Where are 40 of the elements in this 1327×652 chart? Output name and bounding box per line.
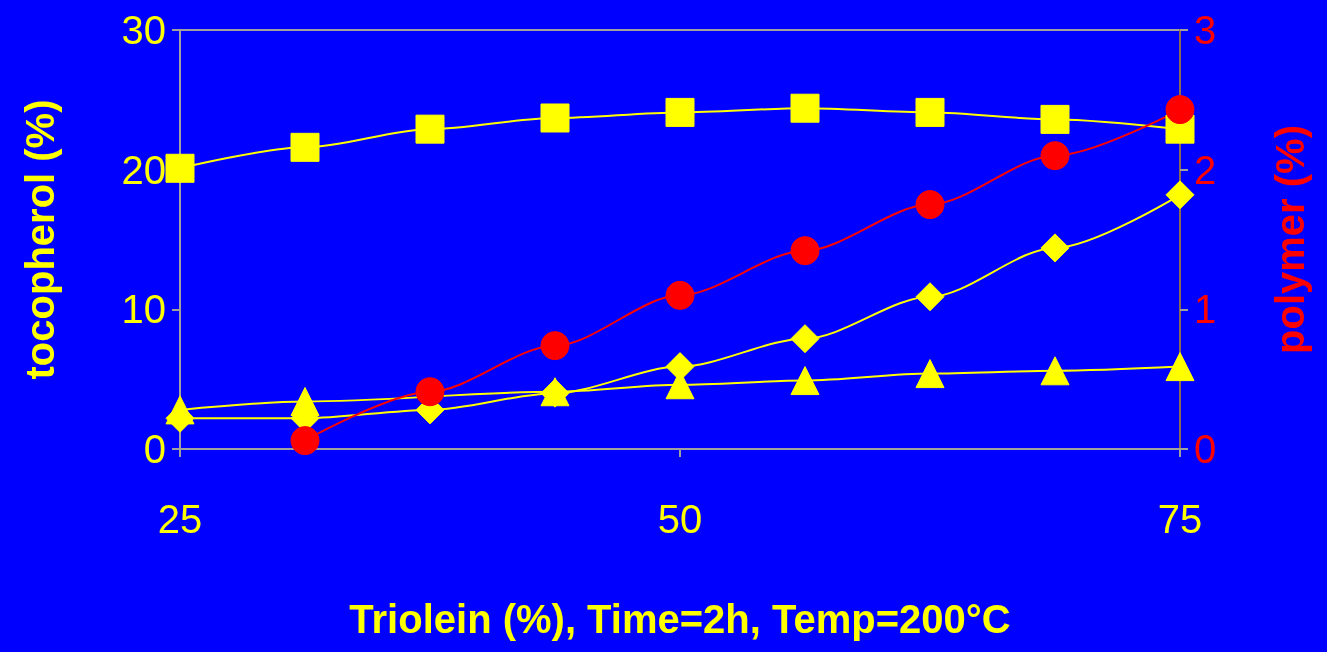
- point: [1165, 95, 1195, 125]
- point: [1040, 104, 1070, 134]
- x-tick-label: 25: [157, 497, 203, 541]
- point: [1040, 141, 1070, 171]
- point: [790, 236, 820, 266]
- point: [290, 132, 320, 162]
- y-axis-title: tocopherol (%): [18, 99, 62, 380]
- y-tick-label: 20: [121, 147, 166, 192]
- point: [415, 114, 445, 144]
- x-tick-label: 75: [1157, 497, 1203, 541]
- point: [1165, 352, 1195, 382]
- point: [790, 324, 820, 354]
- point: [290, 426, 320, 456]
- point: [790, 366, 820, 396]
- y2-tick-label: 3: [1194, 8, 1217, 52]
- point: [790, 93, 820, 123]
- point: [165, 395, 195, 425]
- point: [1165, 180, 1195, 210]
- point: [540, 331, 570, 361]
- y2-axis-title: polymer (%): [1268, 125, 1312, 354]
- y2-tick-label: 0: [1194, 427, 1217, 471]
- x-axis-title: Triolein (%), Time=2h, Temp=200°C: [349, 597, 1011, 641]
- point: [665, 280, 695, 310]
- point: [540, 103, 570, 133]
- y-tick-label: 0: [143, 427, 166, 471]
- x-tick-label: 50: [657, 497, 703, 541]
- y2-tick-label: 1: [1194, 287, 1217, 332]
- point: [915, 97, 945, 127]
- point: [1040, 233, 1070, 263]
- y-tick-label: 30: [121, 8, 166, 52]
- point: [915, 359, 945, 389]
- y-tick-label: 10: [121, 287, 166, 332]
- y2-tick-label: 2: [1194, 147, 1217, 192]
- point: [915, 190, 945, 220]
- point: [415, 377, 445, 407]
- point: [665, 97, 695, 127]
- point: [1040, 356, 1070, 386]
- point: [290, 387, 320, 417]
- point: [165, 153, 195, 183]
- point: [915, 282, 945, 312]
